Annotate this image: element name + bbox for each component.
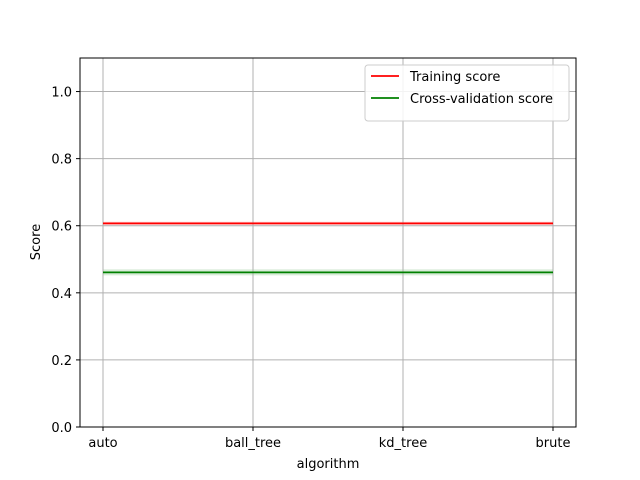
x-tick-label: auto — [88, 436, 117, 451]
y-tick-label: 0.0 — [51, 421, 72, 436]
legend-label-1: Cross-validation score — [410, 92, 553, 107]
series-lines — [103, 222, 553, 274]
y-tick-label: 0.2 — [51, 354, 72, 369]
x-tick-label: ball_tree — [225, 436, 281, 451]
x-tick-label: kd_tree — [379, 436, 427, 451]
y-tick-label: 0.4 — [51, 287, 72, 302]
y-tick-label: 1.0 — [51, 86, 72, 101]
y-tick-label: 0.6 — [51, 220, 72, 235]
legend-label-0: Training score — [409, 70, 500, 85]
y-ticks: 0.0 0.2 0.4 0.6 0.8 1.0 — [51, 86, 80, 436]
y-tick-label: 0.8 — [51, 153, 72, 168]
legend: Training score Cross-validation score — [364, 64, 570, 122]
x-tick-label: brute — [536, 436, 571, 451]
plot-frame — [79, 57, 577, 428]
y-axis-label: Score — [29, 224, 44, 260]
x-ticks: auto ball_tree kd_tree brute — [88, 427, 570, 451]
legend-box — [364, 64, 570, 122]
x-axis-label: algorithm — [297, 457, 360, 472]
